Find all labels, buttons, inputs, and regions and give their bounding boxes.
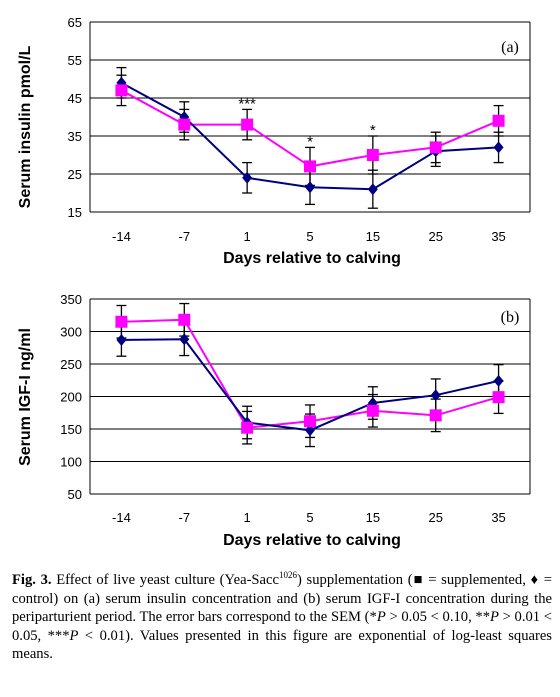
panel-a-x-tick-label: 25 xyxy=(428,229,442,244)
panel-a-point-supplemented xyxy=(115,84,128,97)
panel-a-y-tick-label: 65 xyxy=(68,15,82,30)
panel-a-point-control xyxy=(493,141,504,154)
panel-a-y-tick-label: 25 xyxy=(68,167,82,182)
panel-b-point-control xyxy=(116,333,127,346)
caption-text-4: = control) on (a) serum insulin concentr… xyxy=(12,572,552,626)
panel-b-x-tick-label: -7 xyxy=(179,510,191,525)
caption-text-1: Effect of live yeast culture (Yea-Sacc xyxy=(56,572,279,588)
panel-a-significance-annotations: ***** xyxy=(238,95,376,150)
caption-text-3: = supplemented, xyxy=(423,572,531,588)
caption-p-1: P xyxy=(376,609,386,626)
panel-b-point-supplemented xyxy=(366,404,379,417)
panel-b-y-axis-label: Serum IGF-I ng/ml xyxy=(17,328,34,466)
panel-b-y-tick-label: 350 xyxy=(60,292,82,307)
panel-a-point-supplemented xyxy=(366,149,379,161)
panel-a-point-supplemented xyxy=(429,141,442,154)
panel-a-x-tick-label: -7 xyxy=(179,229,191,244)
panel-b-y-tick-label: 250 xyxy=(60,357,82,372)
panel-a-point-supplemented xyxy=(304,160,316,173)
panel-a-point-supplemented xyxy=(241,118,254,131)
panel-b-y-tick-label: 300 xyxy=(60,325,82,340)
panel-b-markers xyxy=(115,313,505,437)
panel-a-point-control xyxy=(367,183,378,196)
panel-b-x-tick-labels: -14 -7 1 5 15 25 35 xyxy=(112,510,506,525)
panel-a-x-tick-labels: -14 -7 1 5 15 25 35 xyxy=(112,229,506,244)
caption-text-5: > 0.05 < 0.10, ** xyxy=(385,609,490,626)
panel-b-label: (b) xyxy=(501,309,520,326)
panel-b-y-tick-label: 50 xyxy=(68,487,82,502)
panel-a-x-tick-label: 15 xyxy=(366,229,380,244)
panel-a-x-tick-label: 5 xyxy=(306,229,313,244)
panel-a-significance-marker: *** xyxy=(238,95,256,112)
panel-b-point-supplemented xyxy=(178,313,191,326)
panel-a-x-tick-label: -14 xyxy=(112,229,131,244)
panel-a-point-supplemented xyxy=(492,114,505,127)
panel-a-y-tick-label: 35 xyxy=(68,129,82,144)
panel-a-significance-marker: * xyxy=(370,122,376,139)
panel-a-y-tick-labels: 15 25 35 45 55 65 xyxy=(68,15,82,220)
panel-a-point-supplemented xyxy=(178,118,191,131)
panel-b-point-control xyxy=(305,424,315,437)
panel-a-significance-marker: * xyxy=(307,133,313,150)
panel-b-x-tick-label: 25 xyxy=(428,510,442,525)
panel-b-x-tick-label: -14 xyxy=(112,510,131,525)
panel-a-point-control xyxy=(305,181,315,194)
caption-text-7: < 0.01). Values presented in this figure… xyxy=(12,627,552,663)
caption-figure-label: Fig. 3. xyxy=(12,572,52,588)
panel-b-x-tick-label: 35 xyxy=(491,510,505,525)
panel-b-x-axis-label: Days relative to calving xyxy=(223,532,401,549)
panel-b-point-supplemented xyxy=(429,409,442,422)
caption-text-2: ) supplementation ( xyxy=(297,572,413,588)
panel-a-y-axis-label: Serum insulin pmol/L xyxy=(17,45,34,208)
panel-a-label: (a) xyxy=(501,39,519,56)
panel-b-y-tick-labels: 50 100 150 200 250 300 350 xyxy=(60,292,82,502)
panel-b-y-tick-label: 200 xyxy=(60,390,82,405)
panel-a-markers xyxy=(115,76,505,196)
panel-b-x-tick-label: 5 xyxy=(306,510,313,525)
caption-p-3: P xyxy=(69,627,79,644)
caption-superscript: 1026 xyxy=(279,570,297,581)
panel-a-y-tick-label: 45 xyxy=(68,91,82,106)
panel-b-x-tick-label: 1 xyxy=(244,510,251,525)
panel-b-y-tick-label: 100 xyxy=(60,455,82,470)
panel-b-gridlines xyxy=(89,298,531,495)
panel-b-point-supplemented xyxy=(492,391,505,404)
panel-b-point-supplemented xyxy=(241,421,254,434)
caption-square-symbol: ■ xyxy=(412,572,424,588)
panel-a-y-tick-label: 15 xyxy=(68,205,82,220)
panel-a-point-control xyxy=(242,171,253,184)
caption-text-6: > 0.01 < 0.05, *** xyxy=(12,609,552,644)
caption-diamond-symbol: ♦ xyxy=(530,572,540,588)
panel-b-point-control xyxy=(179,333,190,346)
panel-b-point-supplemented xyxy=(304,415,316,428)
panel-b-x-tick-label: 15 xyxy=(366,510,380,525)
panel-a-x-axis-label: Days relative to calving xyxy=(223,250,401,267)
panel-b-point-control xyxy=(430,389,441,402)
figure-caption: Fig. 3. Effect of live yeast culture (Ye… xyxy=(12,571,552,664)
panel-a-y-tick-label: 55 xyxy=(68,53,82,68)
panel-a-x-tick-label: 1 xyxy=(244,229,251,244)
panel-a-x-tick-label: 35 xyxy=(491,229,505,244)
panel-b-y-tick-label: 150 xyxy=(60,422,82,437)
panel-a-gridlines xyxy=(89,21,531,213)
panel-b-point-control xyxy=(493,374,504,387)
caption-p-2: P xyxy=(490,609,499,626)
panel-b-point-supplemented xyxy=(115,315,128,328)
